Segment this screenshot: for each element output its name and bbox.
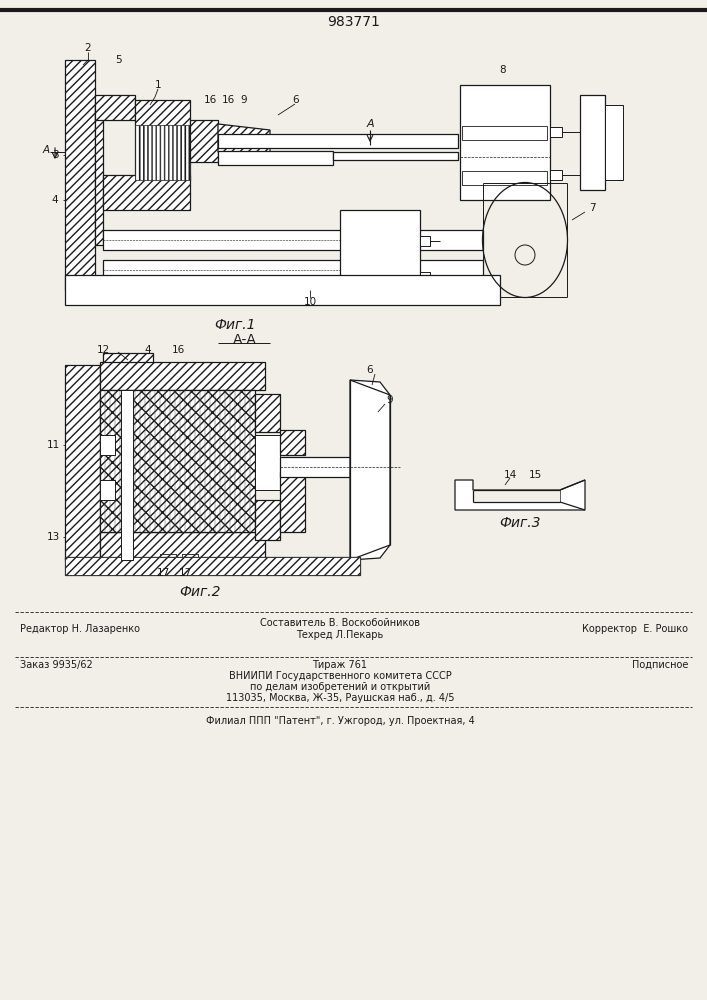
Bar (280, 457, 350, 477)
Bar (255, 435, 280, 490)
Text: по делам изобретений и открытий: по делам изобретений и открытий (250, 682, 430, 692)
Text: 16: 16 (221, 95, 235, 105)
Text: Техред Л.Пекарь: Техред Л.Пекарь (296, 630, 384, 640)
Text: 9: 9 (240, 95, 247, 105)
Bar (121, 390, 133, 560)
Text: 4: 4 (52, 195, 58, 205)
Bar (100, 390, 255, 532)
Bar (100, 532, 265, 560)
Text: Филиал ППП "Патент", г. Ужгород, ул. Проектная, 4: Филиал ППП "Патент", г. Ужгород, ул. Про… (206, 716, 474, 726)
Text: ВНИИПИ Государственного комитета СССР: ВНИИПИ Государственного комитета СССР (228, 671, 451, 681)
Bar (255, 500, 280, 540)
Text: 16: 16 (204, 95, 216, 105)
Bar (135, 100, 190, 180)
Bar (95, 105, 103, 245)
Bar (100, 480, 115, 500)
Bar (420, 272, 430, 282)
Bar (280, 472, 305, 532)
Bar (462, 171, 547, 185)
Bar (65, 557, 360, 575)
Text: 11: 11 (47, 440, 59, 450)
Text: Тираж 761: Тираж 761 (312, 660, 368, 670)
Bar (218, 151, 333, 165)
Bar (182, 554, 198, 566)
Text: 983771: 983771 (327, 15, 380, 29)
Bar (121, 365, 133, 378)
Text: 12: 12 (96, 345, 110, 355)
Text: А-А: А-А (233, 333, 257, 347)
Polygon shape (473, 490, 560, 502)
Bar (103, 260, 483, 280)
Text: 113035, Москва, Ж-35, Раушская наб., д. 4/5: 113035, Москва, Ж-35, Раушская наб., д. … (226, 693, 455, 703)
Bar (65, 365, 100, 560)
Text: Редактор Н. Лазаренко: Редактор Н. Лазаренко (20, 624, 140, 634)
Bar (103, 378, 153, 390)
Text: 15: 15 (528, 470, 542, 480)
Bar (95, 95, 135, 120)
Bar (280, 430, 305, 455)
Text: Заказ 9935/62: Заказ 9935/62 (20, 660, 93, 670)
Text: Составитель В. Воскобойников: Составитель В. Воскобойников (260, 618, 420, 628)
Text: Подписное: Подписное (631, 660, 688, 670)
Polygon shape (350, 380, 390, 560)
Text: 13: 13 (47, 532, 59, 542)
Text: 4: 4 (145, 345, 151, 355)
Text: A: A (366, 119, 374, 129)
Bar (182, 554, 198, 566)
Text: 2: 2 (85, 43, 91, 53)
Bar (550, 127, 562, 137)
Text: 17: 17 (156, 568, 170, 578)
Bar (65, 557, 360, 575)
Text: Фиг.2: Фиг.2 (180, 585, 221, 599)
Text: 16: 16 (171, 345, 185, 355)
Bar (605, 105, 623, 180)
Text: Фиг.1: Фиг.1 (214, 318, 256, 332)
Bar (340, 210, 420, 297)
Bar (190, 120, 218, 162)
Bar (65, 60, 95, 290)
Bar (100, 390, 255, 532)
Bar (103, 175, 190, 210)
Text: 5: 5 (115, 55, 122, 65)
Text: 14: 14 (503, 470, 517, 480)
Bar (255, 394, 280, 432)
Bar (160, 554, 176, 566)
Bar (65, 275, 500, 305)
Text: 8: 8 (500, 65, 506, 75)
Text: A: A (42, 145, 49, 155)
Bar (580, 95, 605, 190)
Bar (462, 126, 547, 140)
Bar (103, 353, 153, 365)
Polygon shape (455, 480, 585, 510)
Polygon shape (218, 124, 270, 158)
Bar (135, 125, 190, 180)
Bar (100, 362, 265, 390)
Bar (103, 230, 483, 250)
Bar (550, 170, 562, 180)
Bar (218, 134, 458, 148)
Bar (160, 554, 176, 566)
Text: Фиг.3: Фиг.3 (499, 516, 541, 530)
Text: Корректор  Е. Рошко: Корректор Е. Рошко (582, 624, 688, 634)
Text: 3: 3 (52, 150, 58, 160)
Bar (460, 85, 550, 200)
Text: 9: 9 (387, 395, 393, 405)
Text: 6: 6 (367, 365, 373, 375)
Bar (420, 236, 430, 246)
Bar (100, 435, 115, 455)
Text: 6: 6 (293, 95, 299, 105)
Text: 7: 7 (589, 203, 595, 213)
Text: 10: 10 (303, 297, 317, 307)
Text: 17: 17 (178, 568, 192, 578)
Text: 1: 1 (155, 80, 161, 90)
Bar (333, 152, 458, 160)
